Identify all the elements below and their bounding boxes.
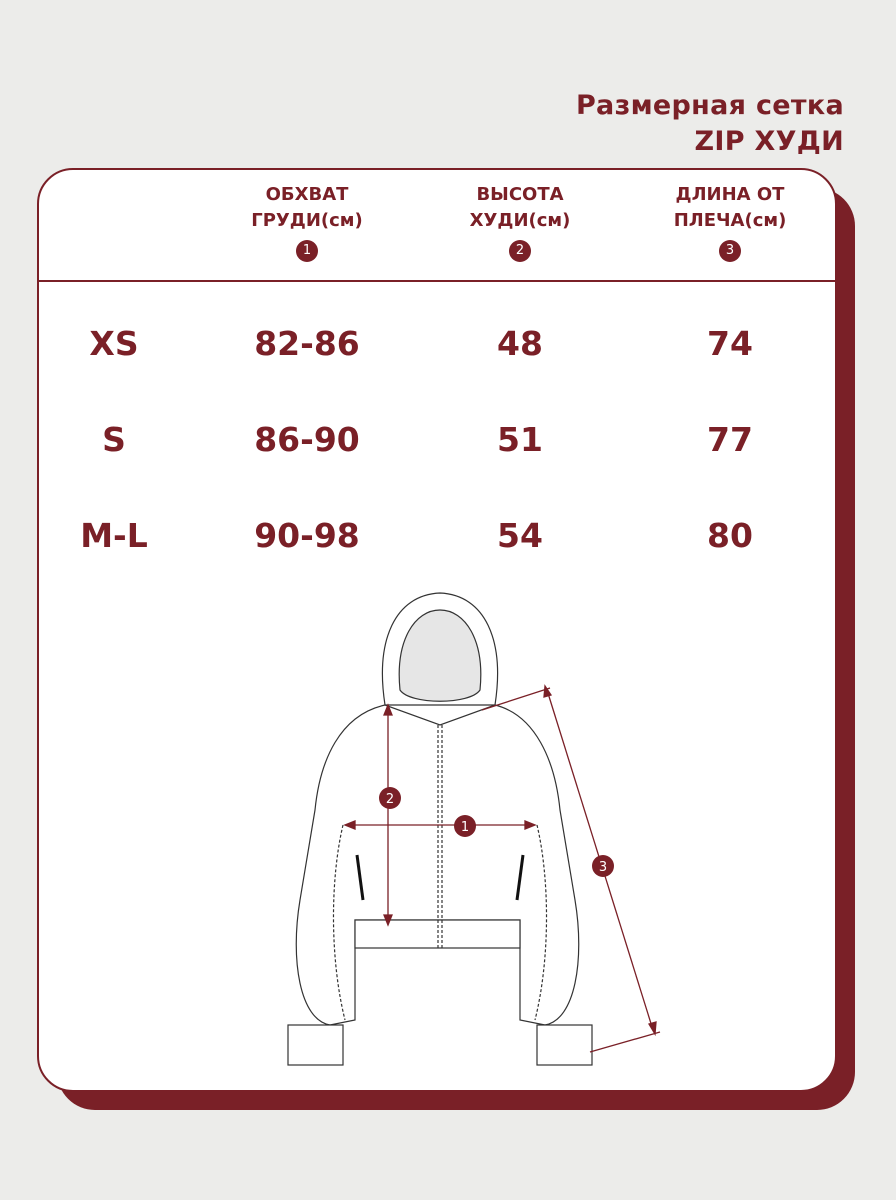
header-chest-line1: ОБХВАТ <box>265 184 349 205</box>
hoodie-outline <box>287 592 593 1066</box>
row-xs-height: 48 <box>497 324 543 363</box>
marker-2-label: 2 <box>386 792 394 807</box>
marker-1-badge: 1 <box>296 240 318 262</box>
row-ml-size: M-L <box>80 516 148 555</box>
marker-2: 2 <box>379 787 401 809</box>
header-chest: ОБХВАТ ГРУДИ(см) 1 <box>207 182 407 262</box>
row-ml-chest: 90-98 <box>254 516 360 555</box>
header-length: ДЛИНА ОТ ПЛЕЧА(см) 3 <box>630 182 830 262</box>
header-height-line1: ВЫСОТА <box>476 184 564 205</box>
marker-1: 1 <box>454 815 476 837</box>
row-s-chest: 86-90 <box>254 420 360 459</box>
row-xs-length: 74 <box>707 324 753 363</box>
page-title: Размерная сетка ZIP ХУДИ <box>576 88 844 160</box>
row-s-height: 51 <box>497 420 543 459</box>
marker-3-label: 3 <box>599 860 607 875</box>
header-height: ВЫСОТА ХУДИ(см) 2 <box>420 182 620 262</box>
row-xs-size: XS <box>89 324 139 363</box>
row-s-length: 77 <box>707 420 753 459</box>
header-chest-line2: ГРУДИ(см) <box>251 210 363 231</box>
row-xs-chest: 82-86 <box>254 324 360 363</box>
title-line-1: Размерная сетка <box>575 90 844 121</box>
header-length-line2: ПЛЕЧА(см) <box>673 210 787 231</box>
header-divider <box>39 280 835 282</box>
marker-2-badge: 2 <box>509 240 531 262</box>
marker-3-badge: 3 <box>719 240 741 262</box>
row-ml-height: 54 <box>497 516 543 555</box>
marker-3: 3 <box>592 855 614 877</box>
header-length-line1: ДЛИНА ОТ <box>675 184 785 205</box>
marker-1-label: 1 <box>461 820 469 835</box>
header-height-line2: ХУДИ(см) <box>469 210 571 231</box>
row-ml-length: 80 <box>707 516 753 555</box>
title-line-2: ZIP ХУДИ <box>694 126 844 157</box>
row-s-size: S <box>102 420 126 459</box>
